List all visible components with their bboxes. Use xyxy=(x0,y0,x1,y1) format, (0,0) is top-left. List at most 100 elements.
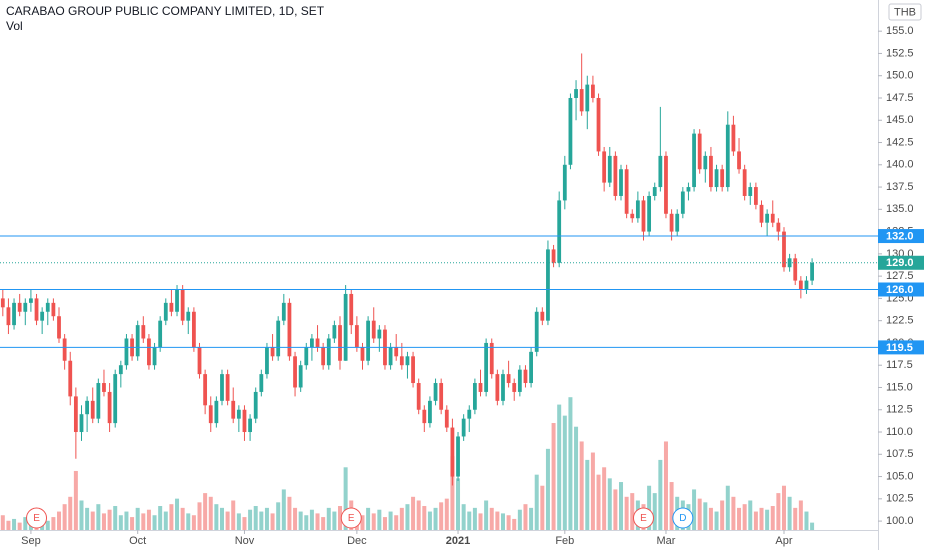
candle-body xyxy=(461,418,466,437)
volume-bar xyxy=(214,504,219,530)
volume-bar xyxy=(382,517,387,530)
event-label[interactable]: E xyxy=(33,513,40,524)
candle-body xyxy=(366,320,371,361)
candle-body xyxy=(759,204,764,223)
volume-bar xyxy=(12,518,17,530)
candle-body xyxy=(293,356,297,388)
candle-body xyxy=(62,338,67,361)
candle-body xyxy=(360,347,365,361)
event-marker[interactable] xyxy=(340,507,362,529)
candle-body xyxy=(163,302,168,321)
y-tick-label: 155.0 xyxy=(886,25,914,37)
candle-body xyxy=(141,325,146,339)
candle-body xyxy=(585,84,590,112)
volume-bar xyxy=(444,498,449,530)
candle-body xyxy=(0,298,5,308)
candle-body xyxy=(467,409,472,419)
volume-bar xyxy=(523,504,528,530)
candle-body xyxy=(489,342,494,375)
y-tick-label: 137.5 xyxy=(886,181,914,193)
volume-bar xyxy=(630,493,635,530)
candle-body xyxy=(709,155,713,188)
volume-bar xyxy=(270,513,275,530)
candle-body xyxy=(203,374,208,406)
volume-bar xyxy=(163,511,168,530)
volume-bar xyxy=(253,506,258,530)
event-marker[interactable] xyxy=(632,507,654,529)
volume-bar xyxy=(663,441,668,530)
candle-body xyxy=(703,155,708,170)
candle-body xyxy=(647,195,652,232)
candle-body xyxy=(562,164,567,201)
candle-body xyxy=(236,409,241,419)
candle-body xyxy=(686,187,691,192)
candle-body xyxy=(29,298,33,303)
volume-bar xyxy=(113,506,118,530)
volume-bar xyxy=(545,448,550,530)
candle-body xyxy=(804,280,809,290)
candle-body xyxy=(265,347,269,375)
event-label[interactable]: E xyxy=(348,513,355,524)
candle-body xyxy=(281,302,286,321)
candle-body xyxy=(253,391,258,419)
volume-bar xyxy=(96,504,101,530)
event-label[interactable]: E xyxy=(640,513,647,524)
volume-bar xyxy=(124,511,129,530)
level-label: 119.5 xyxy=(886,342,913,354)
candle-body xyxy=(641,200,646,232)
candle-body xyxy=(568,97,573,165)
volume-bar xyxy=(557,404,562,530)
volume-bar xyxy=(619,482,624,530)
y-tick-label: 107.5 xyxy=(886,448,914,460)
volume-bar xyxy=(517,509,522,530)
candle-body xyxy=(102,383,106,392)
volume-bar xyxy=(613,489,618,530)
candle-body xyxy=(96,383,101,419)
volume-bar xyxy=(590,452,595,530)
volume-bar xyxy=(810,522,815,530)
volume-bar xyxy=(765,509,770,530)
volume-bar xyxy=(152,515,157,530)
volume-bar xyxy=(17,522,22,530)
candle-body xyxy=(107,391,112,424)
event-label[interactable]: D xyxy=(679,513,686,524)
currency-box[interactable] xyxy=(888,3,922,21)
volume-bar xyxy=(585,459,590,530)
candle-body xyxy=(17,302,22,312)
volume-bar xyxy=(433,507,438,530)
volume-bar xyxy=(315,513,320,530)
volume-bar xyxy=(45,520,50,530)
volume-bar xyxy=(107,509,112,530)
event-marker[interactable] xyxy=(26,507,48,529)
volume-bar xyxy=(309,509,314,530)
volume-bar xyxy=(326,507,331,530)
volume-bar xyxy=(203,493,208,530)
volume-bar xyxy=(146,509,151,530)
y-tick-label: 100.0 xyxy=(886,515,914,527)
x-tick-label: Sep xyxy=(21,535,41,547)
y-tick-label: 115.0 xyxy=(886,381,913,393)
candle-body xyxy=(428,400,432,424)
candle-body xyxy=(737,151,741,170)
event-marker[interactable] xyxy=(672,507,694,529)
y-tick-label: 117.5 xyxy=(886,359,913,371)
candle-body xyxy=(669,213,674,232)
volume-bar xyxy=(304,515,309,530)
candle-body xyxy=(602,151,607,183)
x-tick-label: Oct xyxy=(129,535,146,547)
volume-bar xyxy=(90,511,95,530)
volume-bar xyxy=(141,513,146,530)
candle-body xyxy=(158,320,163,348)
candle-body xyxy=(321,347,326,366)
volume-bar xyxy=(208,496,213,530)
candle-body xyxy=(551,249,556,263)
volume-bar xyxy=(742,504,747,530)
candle-body xyxy=(377,329,382,339)
candle-body xyxy=(85,400,90,415)
level-label: 126.0 xyxy=(886,284,914,296)
y-tick-label: 145.0 xyxy=(886,114,914,126)
volume-bar xyxy=(776,493,781,530)
currency[interactable]: THB xyxy=(894,6,916,18)
candle-body xyxy=(720,169,725,188)
x-tick-label: Feb xyxy=(555,535,574,547)
